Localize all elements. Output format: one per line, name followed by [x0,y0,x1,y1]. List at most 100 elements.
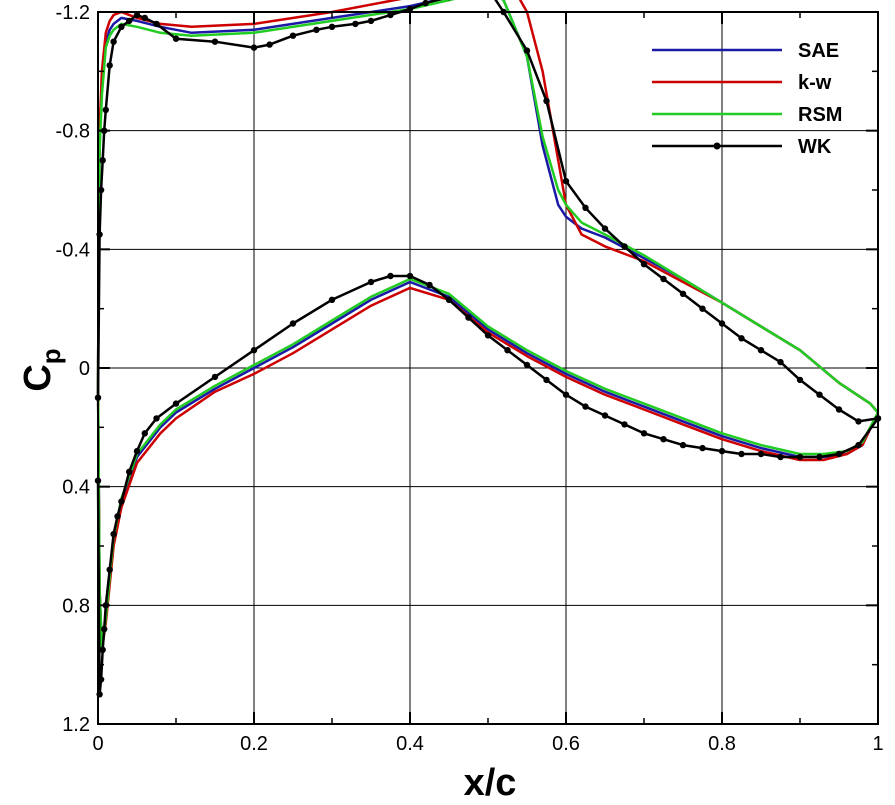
y-tick-label: 0.4 [62,477,90,499]
data-point [679,441,687,449]
grid-lines [97,11,879,725]
y-tick-label: 0 [79,358,90,380]
data-point [562,391,570,398]
data-point [484,332,492,339]
data-point [660,436,667,443]
data-point [101,625,108,633]
data-point [621,243,628,250]
data-point [406,272,414,280]
data-point [640,261,648,268]
data-point [855,441,862,449]
data-point [718,447,726,455]
x-tick-label: 1 [872,733,883,755]
data-point [718,320,726,327]
x-axis-label: x/c [464,762,517,804]
data-point [738,450,745,458]
series-line-upper [96,0,879,423]
data-point [352,20,359,28]
data-point [153,415,160,422]
data-point [211,38,219,45]
data-point [777,358,784,366]
data-point [582,403,589,410]
data-point [796,453,804,461]
data-point [118,498,125,505]
data-point [445,296,453,303]
data-point [106,566,113,573]
legend-label: k-w [798,72,832,94]
tick-labels: 0 0.2 0.4 0.6 0.8 1 -1.2 -0.8 -0.4 0 0.4 0.8 1.2 [56,2,884,755]
data-point [582,204,589,211]
data-point [796,376,804,384]
x-tick-label: 0.6 [552,733,580,755]
series-layer [94,0,882,698]
series-line-lower [96,274,880,696]
data-point [679,290,687,297]
y-tick-label: -0.8 [56,121,90,143]
data-point [110,38,117,45]
data-point [543,97,550,105]
data-point [99,157,106,164]
data-point [133,11,141,19]
x-tick-label: 0.8 [708,733,736,755]
data-point [699,444,706,452]
axis-ticks [97,11,879,725]
data-point [543,376,550,384]
y-tick-label: 0.8 [62,595,90,617]
y-tick-label: -1.2 [56,2,90,24]
data-point [387,272,394,280]
data-point [406,5,414,13]
legend-label: SAE [798,40,839,62]
data-point [211,373,219,381]
data-point [141,430,148,437]
data-point [367,17,375,25]
data-point [328,296,336,303]
data-point [422,0,429,7]
data-point [504,347,511,354]
data-point [562,177,570,185]
y-tick-label: 1.2 [62,714,90,736]
data-point [126,468,133,475]
data-point [660,275,667,283]
data-point [126,17,133,25]
data-point [99,646,106,653]
data-point [172,35,180,42]
data-point [313,26,320,33]
data-point [757,347,765,354]
data-point [97,676,105,683]
data-point [601,412,609,419]
data-point [387,11,394,19]
legend-marker [713,142,721,150]
data-point [114,513,121,520]
svg-text:Cp: Cp [17,348,66,391]
data-point [172,400,180,407]
data-point [110,530,117,538]
data-point [106,62,113,69]
data-point [816,453,823,461]
x-tick-label: 0 [92,733,103,755]
data-point [699,305,706,312]
data-point [250,347,258,354]
data-point [640,430,648,437]
y-axis-label-main: C [17,364,59,391]
data-point [250,44,258,51]
series-line-lower [96,286,880,652]
legend-item: SAE [652,40,839,62]
data-point [289,320,297,327]
legend-label: WK [798,136,832,158]
y-axis-label-subscript: p [36,348,66,364]
data-point [426,281,433,289]
data-point [266,41,273,48]
data-point [777,453,784,461]
y-tick-label: -0.4 [56,239,90,261]
data-point [465,314,472,321]
data-point [835,450,843,458]
x-tick-label: 0.2 [240,733,268,755]
data-point [757,450,765,458]
data-point [523,361,531,369]
data-point [153,20,160,28]
legend-label: RSM [798,104,842,126]
x-tick-label: 0.4 [396,733,424,755]
legend-item: RSM [652,104,842,126]
data-point [118,23,125,30]
